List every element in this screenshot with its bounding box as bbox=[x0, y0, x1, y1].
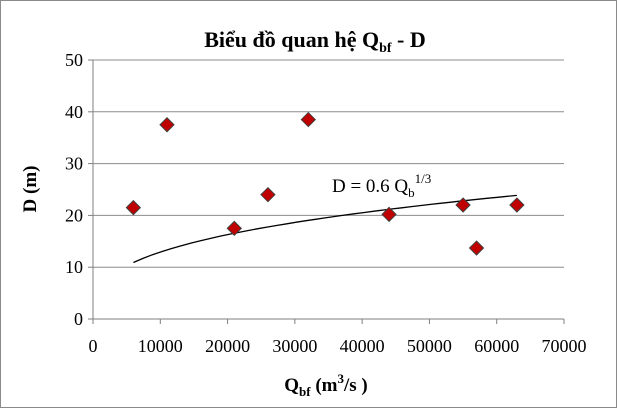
y-tick-label: 20 bbox=[65, 205, 83, 225]
data-point-marker bbox=[300, 111, 317, 128]
x-tick-label: 70000 bbox=[542, 336, 587, 356]
y-tick-label: 40 bbox=[65, 102, 83, 122]
x-tick-label: 20000 bbox=[205, 336, 250, 356]
chart-title: Biểu đồ quan hệ Qbf - D bbox=[204, 27, 426, 56]
y-tick-label: 30 bbox=[65, 154, 83, 174]
y-tick-label: 0 bbox=[74, 309, 83, 329]
x-tick-label: 10000 bbox=[138, 336, 183, 356]
x-tick-label: 50000 bbox=[407, 336, 452, 356]
y-tick-label: 50 bbox=[65, 50, 83, 70]
gridlines bbox=[93, 59, 564, 268]
data-point-marker bbox=[226, 220, 243, 237]
x-tick-label: 40000 bbox=[340, 336, 385, 356]
data-point-marker bbox=[159, 117, 175, 133]
y-tick-labels: 0 10 20 30 40 50 bbox=[65, 50, 93, 329]
x-tick-label: 30000 bbox=[272, 336, 317, 356]
data-point-marker bbox=[455, 197, 471, 213]
x-axis-label: Qbf (m3/s ) bbox=[284, 371, 368, 399]
data-point-marker bbox=[468, 240, 485, 256]
data-points bbox=[125, 111, 525, 256]
trend-equation: D = 0.6 Qb1/3 bbox=[332, 171, 431, 200]
x-tick-labels: 0 10000 20000 30000 40000 50000 60000 70000 bbox=[89, 319, 587, 356]
x-tick-label: 0 bbox=[89, 336, 98, 356]
y-axis-label: D (m) bbox=[20, 166, 41, 213]
data-point-marker bbox=[381, 206, 397, 223]
y-tick-label: 10 bbox=[65, 257, 83, 277]
data-point-marker bbox=[125, 199, 142, 216]
data-point-marker bbox=[509, 197, 525, 213]
data-point-marker bbox=[260, 186, 276, 203]
trend-line bbox=[133, 194, 517, 264]
x-tick-label: 60000 bbox=[474, 336, 519, 356]
